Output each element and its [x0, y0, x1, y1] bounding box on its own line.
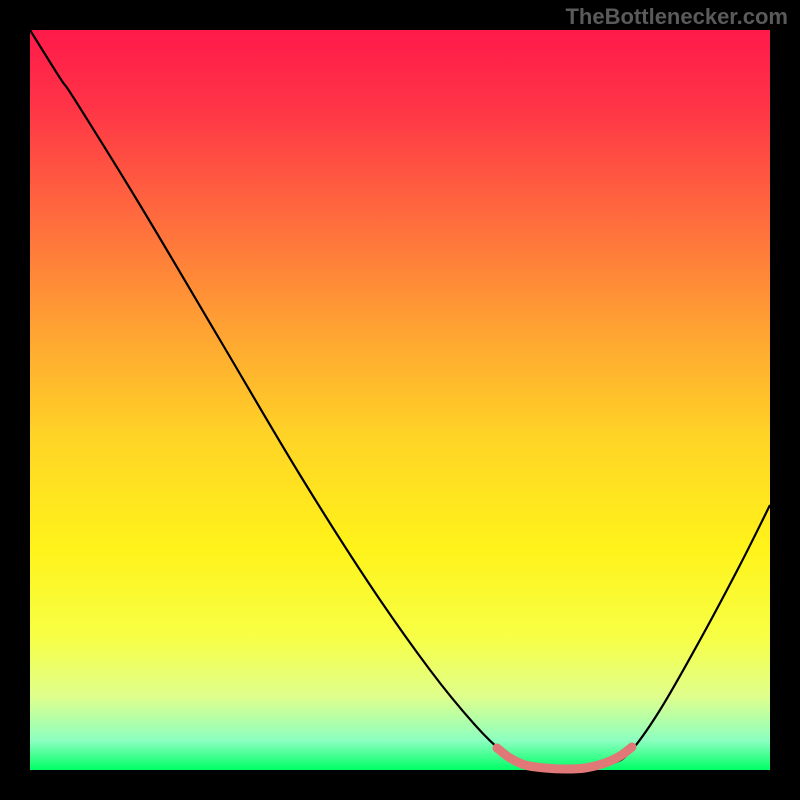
bottleneck-chart — [0, 0, 800, 800]
watermark-text: TheBottlenecker.com — [565, 4, 788, 30]
plot-background — [30, 30, 770, 770]
chart-svg — [0, 0, 800, 800]
